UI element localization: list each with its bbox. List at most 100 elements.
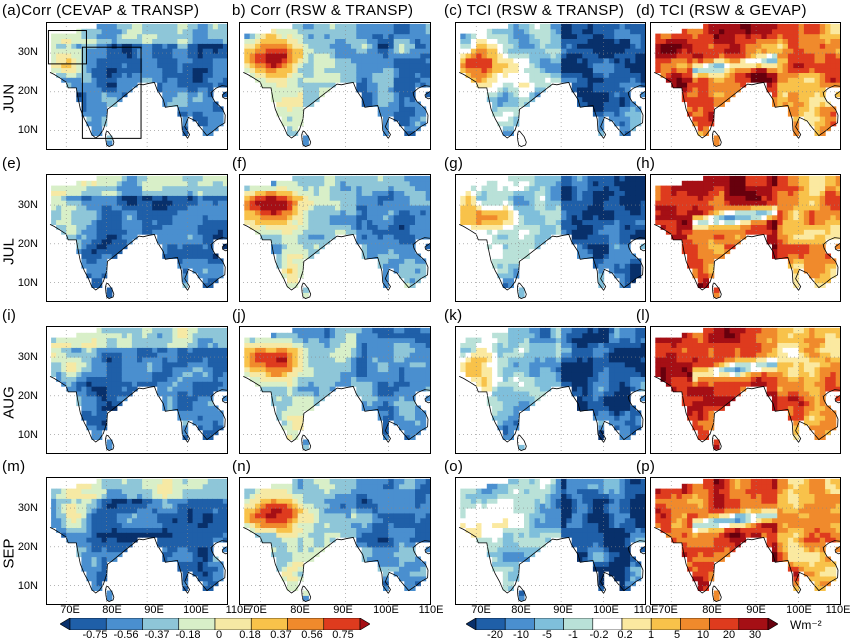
field-cell: [692, 28, 699, 35]
field-cell: [182, 268, 189, 274]
field-cell: [772, 77, 778, 83]
field-cell: [819, 38, 826, 44]
field-cell: [393, 175, 400, 182]
field-cell: [608, 180, 615, 187]
field-cell: [111, 214, 118, 221]
field-cell: [566, 229, 573, 235]
field-cell: [740, 82, 747, 88]
field-cell: [630, 48, 636, 54]
field-cell: [460, 214, 467, 221]
field-cell: [825, 116, 831, 122]
field-cell: [713, 87, 720, 93]
field-cell: [162, 101, 168, 107]
field-cell: [367, 57, 373, 64]
field-cell: [131, 53, 138, 59]
field-cell: [308, 248, 315, 255]
field-cell: [96, 376, 103, 382]
field-cell: [207, 263, 214, 269]
field-cell: [86, 209, 93, 216]
field-cell: [324, 82, 331, 88]
field-cell: [713, 292, 720, 298]
field-cell: [619, 229, 626, 235]
field-cell: [271, 48, 277, 54]
field-cell: [798, 205, 805, 211]
field-cell: [697, 263, 704, 269]
field-cell: [222, 33, 228, 39]
field-cell: [192, 175, 199, 182]
field-cell: [561, 229, 567, 235]
field-cell: [383, 185, 389, 191]
field-cell: [582, 239, 589, 245]
field-cell: [404, 111, 411, 117]
lat-tick-20n-r3: 20N: [17, 390, 38, 402]
field-cell: [265, 33, 272, 39]
field-cell: [388, 190, 395, 196]
field-cell: [734, 239, 741, 245]
field-cell: [486, 243, 493, 250]
field-cell: [409, 195, 416, 201]
field-cell: [697, 77, 704, 83]
field-cell: [393, 111, 400, 117]
field-cell: [745, 185, 752, 191]
field-cell: [106, 439, 113, 445]
field-cell: [782, 77, 789, 83]
field-cell: [835, 209, 841, 216]
field-cell: [404, 38, 411, 44]
field-cell: [708, 229, 715, 235]
field-cell: [202, 57, 209, 64]
field-cell: [66, 195, 72, 201]
field-cell: [313, 62, 320, 69]
field-cell: [222, 195, 228, 201]
field-cell: [167, 243, 173, 250]
field-cell: [86, 205, 93, 211]
field-cell: [81, 82, 88, 88]
field-cell: [630, 190, 636, 196]
field-cell: [814, 234, 821, 240]
field-cell: [388, 62, 395, 69]
field-cell: [372, 91, 379, 98]
lon-tick-110e-c3: 110E: [633, 604, 659, 616]
field-cell: [630, 229, 636, 235]
field-cell: [361, 195, 368, 201]
field-cell: [476, 38, 483, 44]
field-cell: [630, 205, 636, 211]
field-cell: [655, 33, 662, 39]
field-cell: [121, 376, 128, 382]
map-panel-c: [455, 22, 646, 150]
field-cell: [86, 62, 93, 69]
field-cell: [404, 125, 411, 132]
field-cell: [56, 205, 62, 211]
field-cell: [383, 96, 389, 103]
field-cell: [51, 48, 57, 54]
field-cell: [415, 77, 421, 83]
field-cell: [91, 391, 98, 397]
field-cell: [793, 234, 800, 240]
field-cell: [197, 101, 204, 107]
field-cell: [66, 214, 72, 221]
field-cell: [292, 72, 299, 78]
field-cell: [372, 101, 379, 107]
field-cell: [518, 243, 525, 250]
field-cell: [212, 224, 219, 230]
field-cell: [529, 234, 536, 240]
field-cell: [630, 175, 636, 182]
field-cell: [56, 224, 62, 230]
field-cell: [111, 243, 118, 250]
field-cell: [142, 209, 148, 216]
field-cell: [96, 224, 103, 230]
field-cell: [222, 190, 228, 196]
field-cell: [86, 67, 93, 73]
field-cell: [372, 62, 379, 69]
field-cell: [492, 111, 498, 117]
field-cell: [687, 185, 693, 191]
field-cell: [111, 342, 118, 348]
field-cell: [287, 116, 293, 122]
field-cell: [415, 43, 421, 49]
field-cell: [106, 77, 113, 83]
field-cell: [425, 72, 431, 78]
field-cell: [172, 101, 179, 107]
field-cell: [766, 28, 773, 35]
field-cell: [614, 28, 621, 35]
field-cell: [687, 53, 693, 59]
field-cell: [550, 224, 557, 230]
